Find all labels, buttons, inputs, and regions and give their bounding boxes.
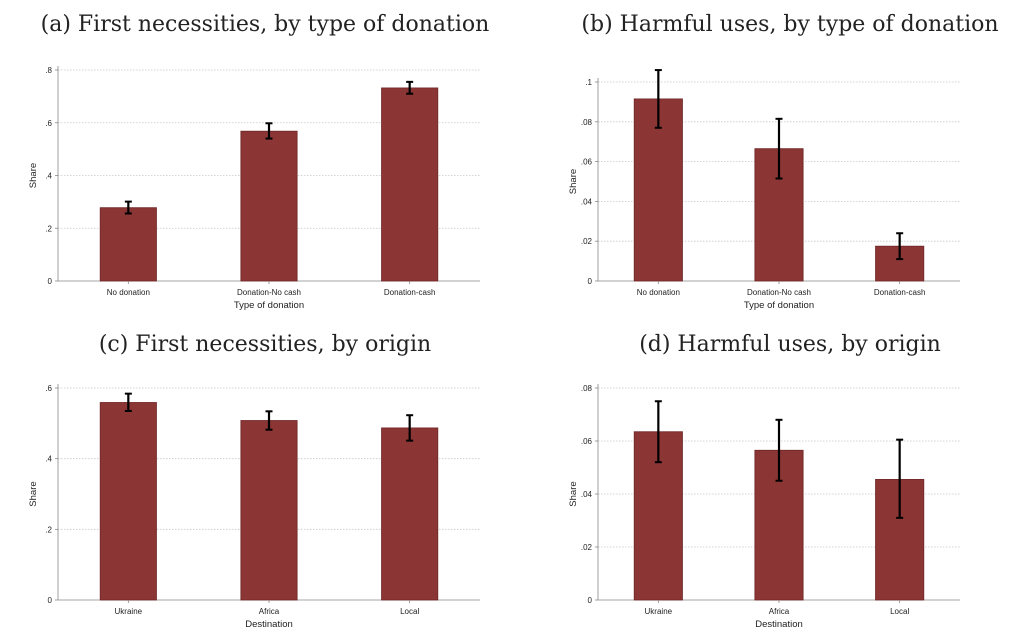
y-axis-label: Share <box>568 169 579 194</box>
bar-chart-a: 0 .2 .4 .6 .8 No donation Donation-No cash Dona… <box>28 66 480 311</box>
x-axis-label: Type of donation <box>234 300 304 311</box>
x-tick-label: Donation-cash <box>874 288 926 297</box>
panel-c: (c) First necessities, by origin 0 .2 .4 .6… <box>0 320 530 639</box>
chart-title: (d) Harmful uses, by origin <box>639 332 941 357</box>
x-tick-label: Donation-No cash <box>747 288 811 297</box>
bar-chart-d: 0 .02 .04 .06 .08 Ukraine Africa Local Destinati… <box>568 384 960 630</box>
y-axis-label: Share <box>28 163 39 188</box>
y-tick-label: .04 <box>581 490 593 499</box>
x-tick-label: Local <box>400 607 419 616</box>
y-tick-label: 0 <box>48 596 53 605</box>
x-tick-label: Africa <box>769 607 790 616</box>
panel-b: (b) Harmful uses, by type of donation 0.… <box>540 0 1024 320</box>
y-tick-label: .08 <box>581 118 593 127</box>
x-tick-label: Donation-cash <box>384 288 436 297</box>
bar <box>99 402 157 601</box>
y-tick-label: 0 <box>588 596 593 605</box>
x-tick-label: Local <box>890 607 909 616</box>
chart-title: (a) First necessities, by type of donati… <box>40 12 490 37</box>
y-tick-label: .08 <box>581 384 593 393</box>
y-tick-label: .1 <box>585 78 592 87</box>
bar <box>99 207 157 282</box>
x-tick-label: Ukraine <box>645 607 673 616</box>
y-tick-label: .02 <box>581 543 593 552</box>
y-tick-label: .4 <box>45 172 52 181</box>
x-axis-label: Destination <box>245 619 293 630</box>
panel-d: (d) Harmful uses, by origin 0 .02 .04 .06 .0… <box>540 320 1024 639</box>
x-tick-label: No donation <box>637 288 680 297</box>
y-tick-label: .04 <box>581 197 593 206</box>
bar <box>240 130 298 282</box>
chart-title: (b) Harmful uses, by type of donation <box>581 12 999 37</box>
x-tick-label: Donation-No cash <box>237 288 301 297</box>
y-tick-label: .6 <box>45 384 52 393</box>
y-tick-label: 0 <box>588 277 593 286</box>
y-axis-label: Share <box>28 481 39 506</box>
chart-title: (c) First necessities, by origin <box>98 332 432 357</box>
bar <box>240 420 298 601</box>
x-tick-label: Ukraine <box>115 607 143 616</box>
y-tick-label: .2 <box>45 525 52 534</box>
x-axis-label: Type of donation <box>744 300 814 311</box>
y-tick-label: .02 <box>581 237 593 246</box>
bar-chart-b: 0 .02 .04 .06 .08 .1 No donation Donation-No ca… <box>568 69 960 311</box>
x-tick-label: No donation <box>107 288 150 297</box>
bar <box>633 98 683 282</box>
y-tick-label: .2 <box>45 224 52 233</box>
y-tick-label: .06 <box>581 437 593 446</box>
x-axis-label: Destination <box>755 619 803 630</box>
y-tick-label: 0 <box>48 277 53 286</box>
y-axis-label: Share <box>568 481 579 506</box>
bar <box>381 87 439 282</box>
bar <box>381 427 439 601</box>
y-tick-label: .06 <box>581 158 593 167</box>
panel-a: (a) First necessities, by type of donati… <box>0 0 530 320</box>
y-tick-label: .6 <box>45 119 52 128</box>
y-tick-label: .4 <box>45 455 52 464</box>
x-tick-label: Africa <box>259 607 280 616</box>
bar-chart-c: 0 .2 .4 .6 Ukraine Africa Local Destination Shar… <box>28 384 480 630</box>
y-tick-label: .8 <box>45 66 52 75</box>
